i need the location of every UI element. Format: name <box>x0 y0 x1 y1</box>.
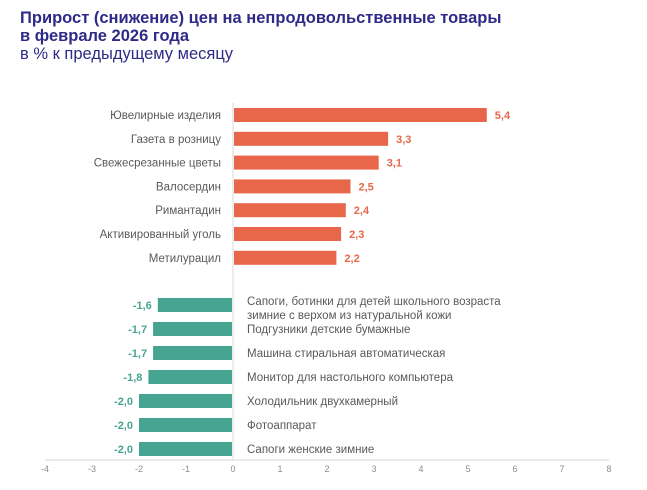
bar-negative <box>153 346 232 360</box>
category-label: Активированный уголь <box>100 229 221 241</box>
data-label: -1,7 <box>128 324 147 336</box>
data-label: -1,7 <box>128 348 147 360</box>
x-tick-label: 3 <box>371 464 376 474</box>
data-label: -2,0 <box>114 420 133 432</box>
bar-positive <box>234 179 351 194</box>
category-label-line-2: зимние с верхом из натуральной кожи <box>247 310 451 322</box>
category-label: Римантадин <box>155 205 221 217</box>
x-tick-label: -4 <box>41 464 49 474</box>
category-label: Газета в розницу <box>131 134 221 146</box>
chart-title: Прирост (снижение) цен на непродовольств… <box>20 9 501 45</box>
category-label-line-1: Сапоги, ботинки для детей школьного возр… <box>247 296 501 308</box>
data-label: 5,4 <box>495 110 511 122</box>
category-label: Фотоаппарат <box>247 420 317 432</box>
bar-negative <box>157 298 232 312</box>
x-tick-label: 6 <box>512 464 517 474</box>
category-label: Валосердин <box>156 181 221 193</box>
data-label: -2,0 <box>114 396 133 408</box>
bar-positive <box>234 250 337 265</box>
category-label: Ювелирные изделия <box>110 110 221 122</box>
bar-positive <box>234 108 487 122</box>
chart-subtitle: в % к предыдущему месяцу <box>20 45 234 63</box>
category-label: Свежесрезанные цветы <box>94 158 221 170</box>
data-label: -1,8 <box>123 372 142 384</box>
chart-title-line-1: Прирост (снижение) цен на непродовольств… <box>20 9 502 27</box>
data-label: 2,5 <box>359 181 374 193</box>
data-label: 2,4 <box>354 205 370 217</box>
bar-negative <box>139 394 232 408</box>
x-tick-label: 0 <box>230 464 235 474</box>
chart-title-line-2: в феврале 2026 года <box>20 27 190 45</box>
x-tick-label: 2 <box>324 464 329 474</box>
data-label: 3,3 <box>396 134 411 146</box>
bar-negative <box>139 442 232 456</box>
bar-negative <box>148 370 232 384</box>
bar-positive <box>234 155 379 170</box>
data-label: 2,2 <box>344 253 359 265</box>
data-label: 3,1 <box>387 158 402 170</box>
category-label: Холодильник двухкамерный <box>247 396 398 408</box>
category-label: Монитор для настольного компьютера <box>247 372 454 384</box>
x-tick-label: 8 <box>606 464 611 474</box>
data-label: -1,6 <box>133 300 152 312</box>
data-label: 2,3 <box>349 229 364 241</box>
category-label: Машина стиральная автоматическая <box>247 348 445 360</box>
category-label: Метилурацил <box>149 253 221 265</box>
x-tick-label: 4 <box>418 464 423 474</box>
bar-positive <box>234 203 346 218</box>
bar-negative <box>139 418 232 432</box>
bar-positive <box>234 131 389 146</box>
category-label: Сапоги женские зимние <box>247 444 374 456</box>
category-label: Подгузники детские бумажные <box>247 324 410 336</box>
x-tick-label: -2 <box>135 464 143 474</box>
x-tick-label: 1 <box>277 464 282 474</box>
bar-positive <box>234 227 342 241</box>
data-label: -2,0 <box>114 444 133 456</box>
x-tick-label: -3 <box>88 464 96 474</box>
bar-negative <box>153 322 232 336</box>
x-tick-label: 5 <box>465 464 470 474</box>
x-tick-label: -1 <box>182 464 190 474</box>
x-tick-label: 7 <box>559 464 564 474</box>
